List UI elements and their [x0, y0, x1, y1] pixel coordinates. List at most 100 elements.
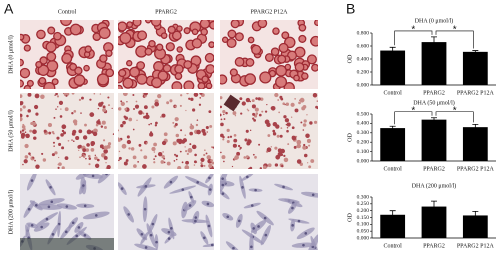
nucleus — [263, 216, 267, 220]
cell — [237, 144, 241, 148]
y-tick-label: 0.100 — [357, 222, 370, 228]
nucleus — [189, 195, 193, 199]
cell — [193, 160, 197, 164]
cell — [133, 108, 136, 110]
cell — [175, 133, 180, 138]
cell — [34, 93, 40, 99]
cell — [79, 156, 81, 159]
micrograph — [220, 174, 318, 250]
cell — [33, 136, 37, 140]
cell — [103, 139, 106, 142]
cell — [153, 161, 156, 164]
cell — [281, 164, 284, 168]
cell — [24, 143, 29, 149]
cell — [247, 139, 252, 144]
cell — [129, 66, 140, 78]
cell — [22, 163, 24, 166]
nucleus — [181, 188, 185, 191]
cell — [209, 124, 213, 128]
cell — [51, 78, 59, 86]
cell — [232, 111, 237, 116]
column-header: Control — [58, 9, 77, 15]
cell — [28, 152, 31, 155]
panel-label: B — [346, 1, 355, 17]
cell — [185, 160, 189, 165]
cell — [236, 151, 241, 156]
chart-title: DHA (50 μmol/l) — [413, 99, 455, 106]
cell — [199, 93, 203, 95]
cell — [123, 161, 128, 166]
cell — [53, 145, 55, 147]
cell — [88, 157, 92, 160]
cell — [284, 118, 290, 123]
error-bar — [431, 117, 437, 122]
cell — [176, 25, 183, 32]
cell — [59, 115, 63, 118]
nucleus — [77, 226, 81, 229]
cell — [143, 105, 148, 110]
x-tick-label: Control — [383, 166, 402, 172]
nucleus — [27, 207, 31, 211]
cell — [151, 146, 156, 152]
cell — [162, 151, 164, 153]
cell — [222, 135, 225, 139]
cell — [247, 109, 250, 112]
cell — [184, 146, 186, 148]
cell — [225, 111, 228, 115]
cell — [145, 20, 152, 24]
nucleus — [221, 177, 224, 180]
nucleus — [94, 214, 98, 217]
cell — [296, 159, 302, 164]
cell — [220, 118, 223, 121]
cell — [99, 93, 102, 95]
cell — [258, 113, 262, 117]
cell — [189, 143, 192, 146]
cell — [143, 115, 146, 119]
cell — [60, 20, 72, 27]
cell — [205, 82, 213, 89]
cell — [220, 113, 222, 117]
cell — [124, 107, 128, 111]
cell — [74, 66, 83, 75]
cell — [120, 101, 125, 106]
cell — [92, 131, 98, 137]
cell — [85, 148, 90, 152]
cell — [167, 25, 176, 34]
bar — [421, 119, 447, 161]
cell — [145, 142, 148, 144]
cell — [85, 157, 87, 160]
cell — [20, 94, 23, 98]
cell — [20, 33, 25, 41]
cell — [244, 73, 257, 85]
debris — [20, 238, 114, 250]
nucleus — [250, 204, 254, 207]
cell — [144, 114, 150, 120]
cell — [98, 119, 100, 121]
cell — [246, 108, 249, 110]
cell — [261, 110, 264, 113]
cell — [312, 93, 318, 98]
y-tick-label: 0.500 — [357, 111, 370, 117]
cell — [32, 129, 37, 135]
cell — [165, 42, 175, 52]
cell — [153, 142, 157, 147]
y-tick-label: 0.800 — [357, 30, 370, 36]
cell — [136, 61, 146, 70]
cell — [306, 54, 317, 65]
cell — [208, 41, 214, 49]
cell — [160, 160, 165, 164]
cell — [205, 152, 208, 155]
cell — [210, 159, 213, 162]
cell — [301, 72, 309, 80]
nucleus — [252, 227, 256, 230]
cell — [45, 41, 57, 53]
cell — [81, 155, 83, 158]
cell — [90, 140, 96, 146]
significance-bracket — [394, 111, 433, 125]
bar — [462, 51, 488, 85]
cell — [103, 126, 107, 130]
cell — [106, 165, 111, 169]
cell — [138, 143, 142, 147]
nucleus — [83, 234, 87, 237]
cell — [205, 64, 214, 75]
